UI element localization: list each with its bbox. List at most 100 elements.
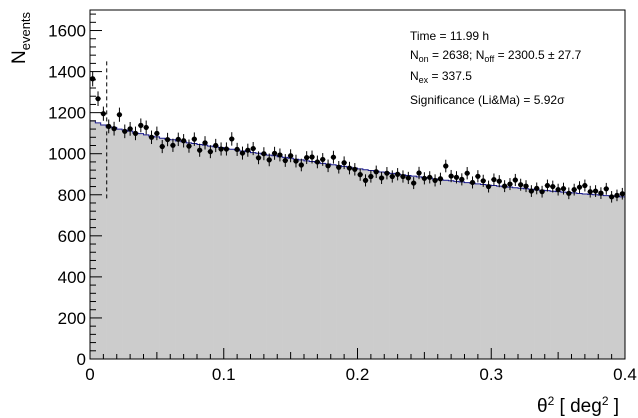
off-bar bbox=[250, 152, 257, 359]
on-point bbox=[512, 177, 518, 183]
on-point bbox=[218, 146, 224, 152]
stats-significance: Significance (Li&Ma) = 5.92σ bbox=[410, 93, 565, 107]
on-point bbox=[518, 182, 524, 188]
on-point bbox=[453, 174, 460, 180]
off-bar bbox=[106, 127, 112, 360]
off-bar bbox=[213, 146, 219, 359]
off-bar bbox=[523, 188, 529, 359]
off-bar bbox=[405, 175, 412, 359]
on-point bbox=[603, 186, 609, 192]
off-bar bbox=[389, 173, 396, 359]
on-point bbox=[395, 171, 401, 177]
x-axis-title: θ2 [ deg2 ] bbox=[537, 394, 619, 417]
on-point bbox=[352, 166, 358, 172]
on-point bbox=[373, 169, 379, 175]
off-bar bbox=[229, 149, 235, 359]
on-point bbox=[336, 164, 342, 170]
on-data-points bbox=[90, 71, 625, 203]
x-tick-label: 0.2 bbox=[346, 365, 370, 384]
on-point bbox=[592, 188, 599, 194]
on-point bbox=[464, 170, 470, 176]
on-point bbox=[148, 134, 155, 140]
off-bar bbox=[170, 139, 176, 359]
on-point bbox=[534, 185, 540, 192]
on-point bbox=[389, 173, 395, 180]
on-point bbox=[544, 182, 551, 189]
off-bar bbox=[496, 186, 503, 359]
on-point bbox=[266, 157, 272, 163]
off-bar bbox=[352, 168, 358, 359]
off-bar bbox=[373, 171, 380, 359]
off-bar bbox=[90, 120, 96, 359]
off-bar bbox=[555, 191, 562, 359]
off-bar bbox=[95, 122, 101, 359]
off-bar bbox=[475, 183, 481, 359]
off-bar bbox=[469, 183, 476, 359]
off-bar bbox=[512, 187, 519, 359]
on-point bbox=[132, 130, 139, 136]
on-point bbox=[320, 156, 326, 163]
x-tick-label: 0 bbox=[85, 365, 94, 384]
on-point bbox=[582, 182, 588, 189]
on-point bbox=[175, 136, 181, 142]
off-bar bbox=[341, 166, 348, 359]
off-bar bbox=[239, 151, 246, 359]
off-bar bbox=[330, 164, 337, 359]
on-point bbox=[314, 159, 320, 165]
off-bar bbox=[453, 181, 460, 359]
on-point bbox=[127, 126, 133, 132]
on-point bbox=[421, 175, 427, 181]
off-bar bbox=[298, 159, 305, 359]
on-point bbox=[100, 111, 106, 117]
on-point bbox=[234, 146, 240, 152]
off-bar bbox=[159, 138, 166, 359]
off-bar bbox=[394, 174, 401, 359]
off-bar bbox=[320, 163, 326, 359]
on-point bbox=[566, 190, 572, 196]
off-bar bbox=[357, 168, 364, 359]
on-point bbox=[480, 178, 486, 184]
off-bar bbox=[191, 143, 198, 359]
on-point bbox=[250, 145, 256, 152]
off-bar bbox=[560, 192, 567, 359]
on-point bbox=[255, 155, 262, 161]
off-bar bbox=[614, 196, 620, 359]
x-tick-label: 0.3 bbox=[479, 365, 503, 384]
on-point bbox=[90, 76, 96, 82]
on-point bbox=[384, 170, 390, 176]
off-bar bbox=[304, 160, 310, 359]
off-bar bbox=[464, 182, 471, 359]
on-point bbox=[309, 154, 315, 160]
on-point bbox=[598, 190, 604, 196]
on-point bbox=[437, 176, 444, 182]
on-point bbox=[122, 128, 128, 134]
off-bar bbox=[576, 193, 583, 359]
off-bar bbox=[368, 170, 374, 359]
off-bar bbox=[421, 177, 428, 359]
on-point bbox=[95, 96, 101, 102]
on-point bbox=[143, 124, 149, 131]
off-bar bbox=[566, 192, 572, 359]
on-point bbox=[213, 142, 219, 149]
off-bar bbox=[234, 150, 241, 359]
on-point bbox=[362, 177, 369, 183]
off-bar bbox=[491, 185, 497, 359]
off-bar bbox=[432, 178, 439, 359]
x-tick-label: 0.1 bbox=[212, 365, 236, 384]
off-bar bbox=[180, 141, 187, 359]
off-bar bbox=[346, 167, 353, 359]
on-point bbox=[330, 154, 337, 160]
off-bar bbox=[309, 161, 315, 359]
on-point bbox=[261, 151, 267, 157]
off-bar bbox=[443, 180, 449, 359]
off-bar bbox=[459, 182, 465, 359]
off-bar bbox=[175, 140, 182, 359]
off-bar bbox=[592, 194, 599, 359]
on-point bbox=[223, 146, 230, 152]
on-point bbox=[197, 147, 203, 153]
y-axis-title: Nevents bbox=[9, 11, 33, 64]
on-point bbox=[106, 123, 112, 130]
on-point bbox=[405, 175, 411, 181]
off-bar bbox=[582, 193, 588, 359]
off-bar bbox=[448, 180, 455, 359]
